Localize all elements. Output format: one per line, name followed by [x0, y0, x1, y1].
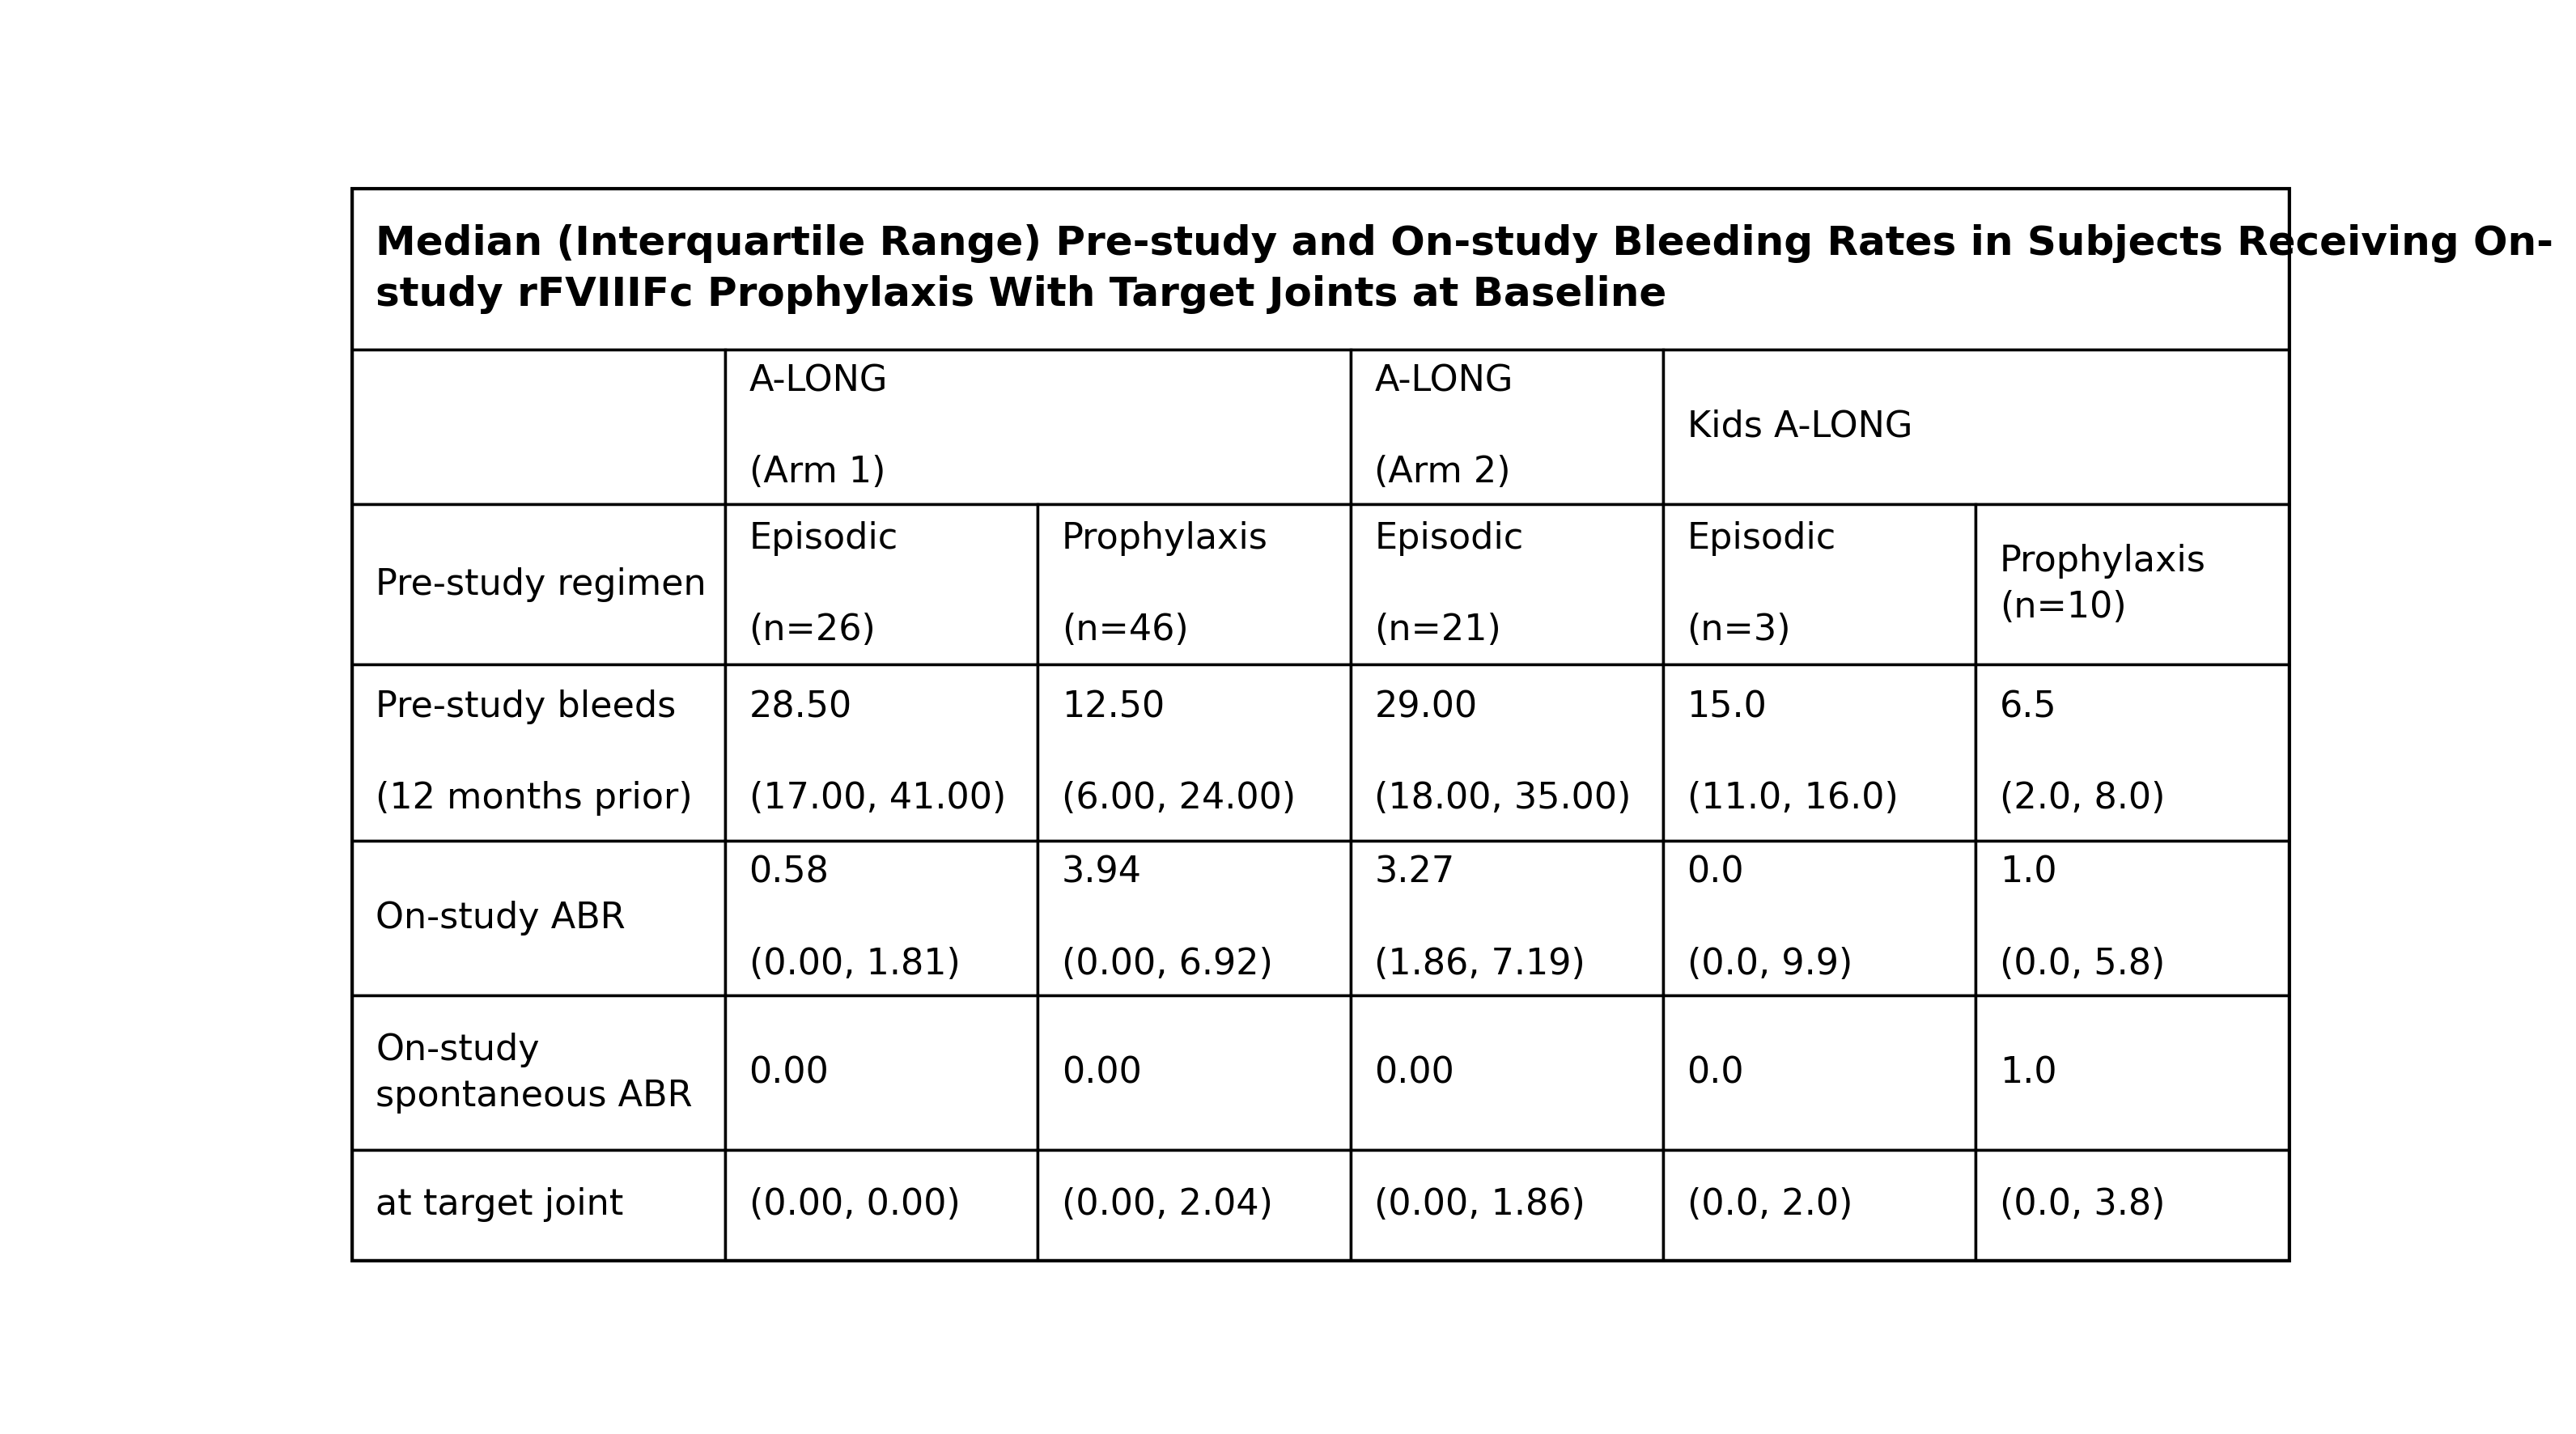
Bar	[1350, 840, 1664, 995]
Bar	[1664, 665, 1976, 840]
Text: 15.0

(11.0, 16.0): 15.0 (11.0, 16.0)	[1687, 690, 1899, 816]
Bar	[353, 665, 724, 840]
Text: Kids A-LONG: Kids A-LONG	[1687, 409, 1911, 445]
Bar	[724, 995, 1038, 1150]
Bar	[1664, 1150, 1976, 1259]
Bar	[353, 1150, 724, 1259]
Bar	[1664, 840, 1976, 995]
Text: 0.0: 0.0	[1687, 1055, 1744, 1090]
Bar	[724, 665, 1038, 840]
Text: A-LONG

(Arm 1): A-LONG (Arm 1)	[750, 363, 889, 490]
Bar	[1038, 840, 1350, 995]
Bar	[1350, 350, 1664, 503]
Text: On-study
spontaneous ABR: On-study spontaneous ABR	[376, 1032, 693, 1113]
Text: 0.00: 0.00	[1376, 1055, 1455, 1090]
Bar	[1976, 1150, 2287, 1259]
Text: Episodic

(n=3): Episodic (n=3)	[1687, 521, 1837, 648]
Text: (0.00, 0.00): (0.00, 0.00)	[750, 1187, 961, 1222]
Bar	[1976, 995, 2287, 1150]
Bar	[724, 350, 1350, 503]
Bar	[1664, 995, 1976, 1150]
Bar	[1664, 350, 2287, 503]
Text: 6.5

(2.0, 8.0): 6.5 (2.0, 8.0)	[1999, 690, 2166, 816]
Bar	[724, 503, 1038, 665]
Text: Episodic

(n=21): Episodic (n=21)	[1376, 521, 1522, 648]
Text: 1.0

(0.0, 5.8): 1.0 (0.0, 5.8)	[1999, 855, 2164, 981]
Bar	[353, 189, 2287, 350]
Bar	[1038, 1150, 1350, 1259]
Text: On-study ABR: On-study ABR	[376, 901, 626, 935]
Text: 0.0

(0.0, 9.9): 0.0 (0.0, 9.9)	[1687, 855, 1852, 981]
Bar	[353, 503, 724, 665]
Text: Episodic

(n=26): Episodic (n=26)	[750, 521, 899, 648]
Text: A-LONG

(Arm 2): A-LONG (Arm 2)	[1376, 363, 1512, 490]
Text: Prophylaxis
(n=10): Prophylaxis (n=10)	[1999, 543, 2205, 625]
Bar	[1350, 665, 1664, 840]
Text: 0.00: 0.00	[1061, 1055, 1141, 1090]
Text: (0.00, 2.04): (0.00, 2.04)	[1061, 1187, 1273, 1222]
Text: Median (Interquartile Range) Pre-study and On-study Bleeding Rates in Subjects R: Median (Interquartile Range) Pre-study a…	[376, 224, 2553, 314]
Bar	[1038, 995, 1350, 1150]
Bar	[1350, 503, 1664, 665]
Bar	[724, 840, 1038, 995]
Text: at target joint: at target joint	[376, 1187, 623, 1222]
Text: Pre-study regimen: Pre-study regimen	[376, 566, 706, 602]
Bar	[724, 1150, 1038, 1259]
Text: 28.50

(17.00, 41.00): 28.50 (17.00, 41.00)	[750, 690, 1005, 816]
Bar	[1664, 503, 1976, 665]
Text: Pre-study bleeds

(12 months prior): Pre-study bleeds (12 months prior)	[376, 690, 693, 816]
Bar	[1038, 503, 1350, 665]
Text: 1.0: 1.0	[1999, 1055, 2056, 1090]
Bar	[1350, 995, 1664, 1150]
Bar	[353, 840, 724, 995]
Text: 3.27

(1.86, 7.19): 3.27 (1.86, 7.19)	[1376, 855, 1584, 981]
Text: 3.94

(0.00, 6.92): 3.94 (0.00, 6.92)	[1061, 855, 1273, 981]
Text: Prophylaxis

(n=46): Prophylaxis (n=46)	[1061, 521, 1267, 648]
Bar	[1350, 1150, 1664, 1259]
Text: (0.00, 1.86): (0.00, 1.86)	[1376, 1187, 1584, 1222]
Text: 0.00: 0.00	[750, 1055, 829, 1090]
Bar	[1976, 503, 2287, 665]
Bar	[353, 995, 724, 1150]
Text: 29.00

(18.00, 35.00): 29.00 (18.00, 35.00)	[1376, 690, 1631, 816]
Bar	[353, 350, 724, 503]
Text: 0.58

(0.00, 1.81): 0.58 (0.00, 1.81)	[750, 855, 961, 981]
Bar	[1038, 665, 1350, 840]
Text: 12.50

(6.00, 24.00): 12.50 (6.00, 24.00)	[1061, 690, 1296, 816]
Text: (0.0, 2.0): (0.0, 2.0)	[1687, 1187, 1852, 1222]
Bar	[1976, 665, 2287, 840]
Text: (0.0, 3.8): (0.0, 3.8)	[1999, 1187, 2166, 1222]
Bar	[1976, 840, 2287, 995]
